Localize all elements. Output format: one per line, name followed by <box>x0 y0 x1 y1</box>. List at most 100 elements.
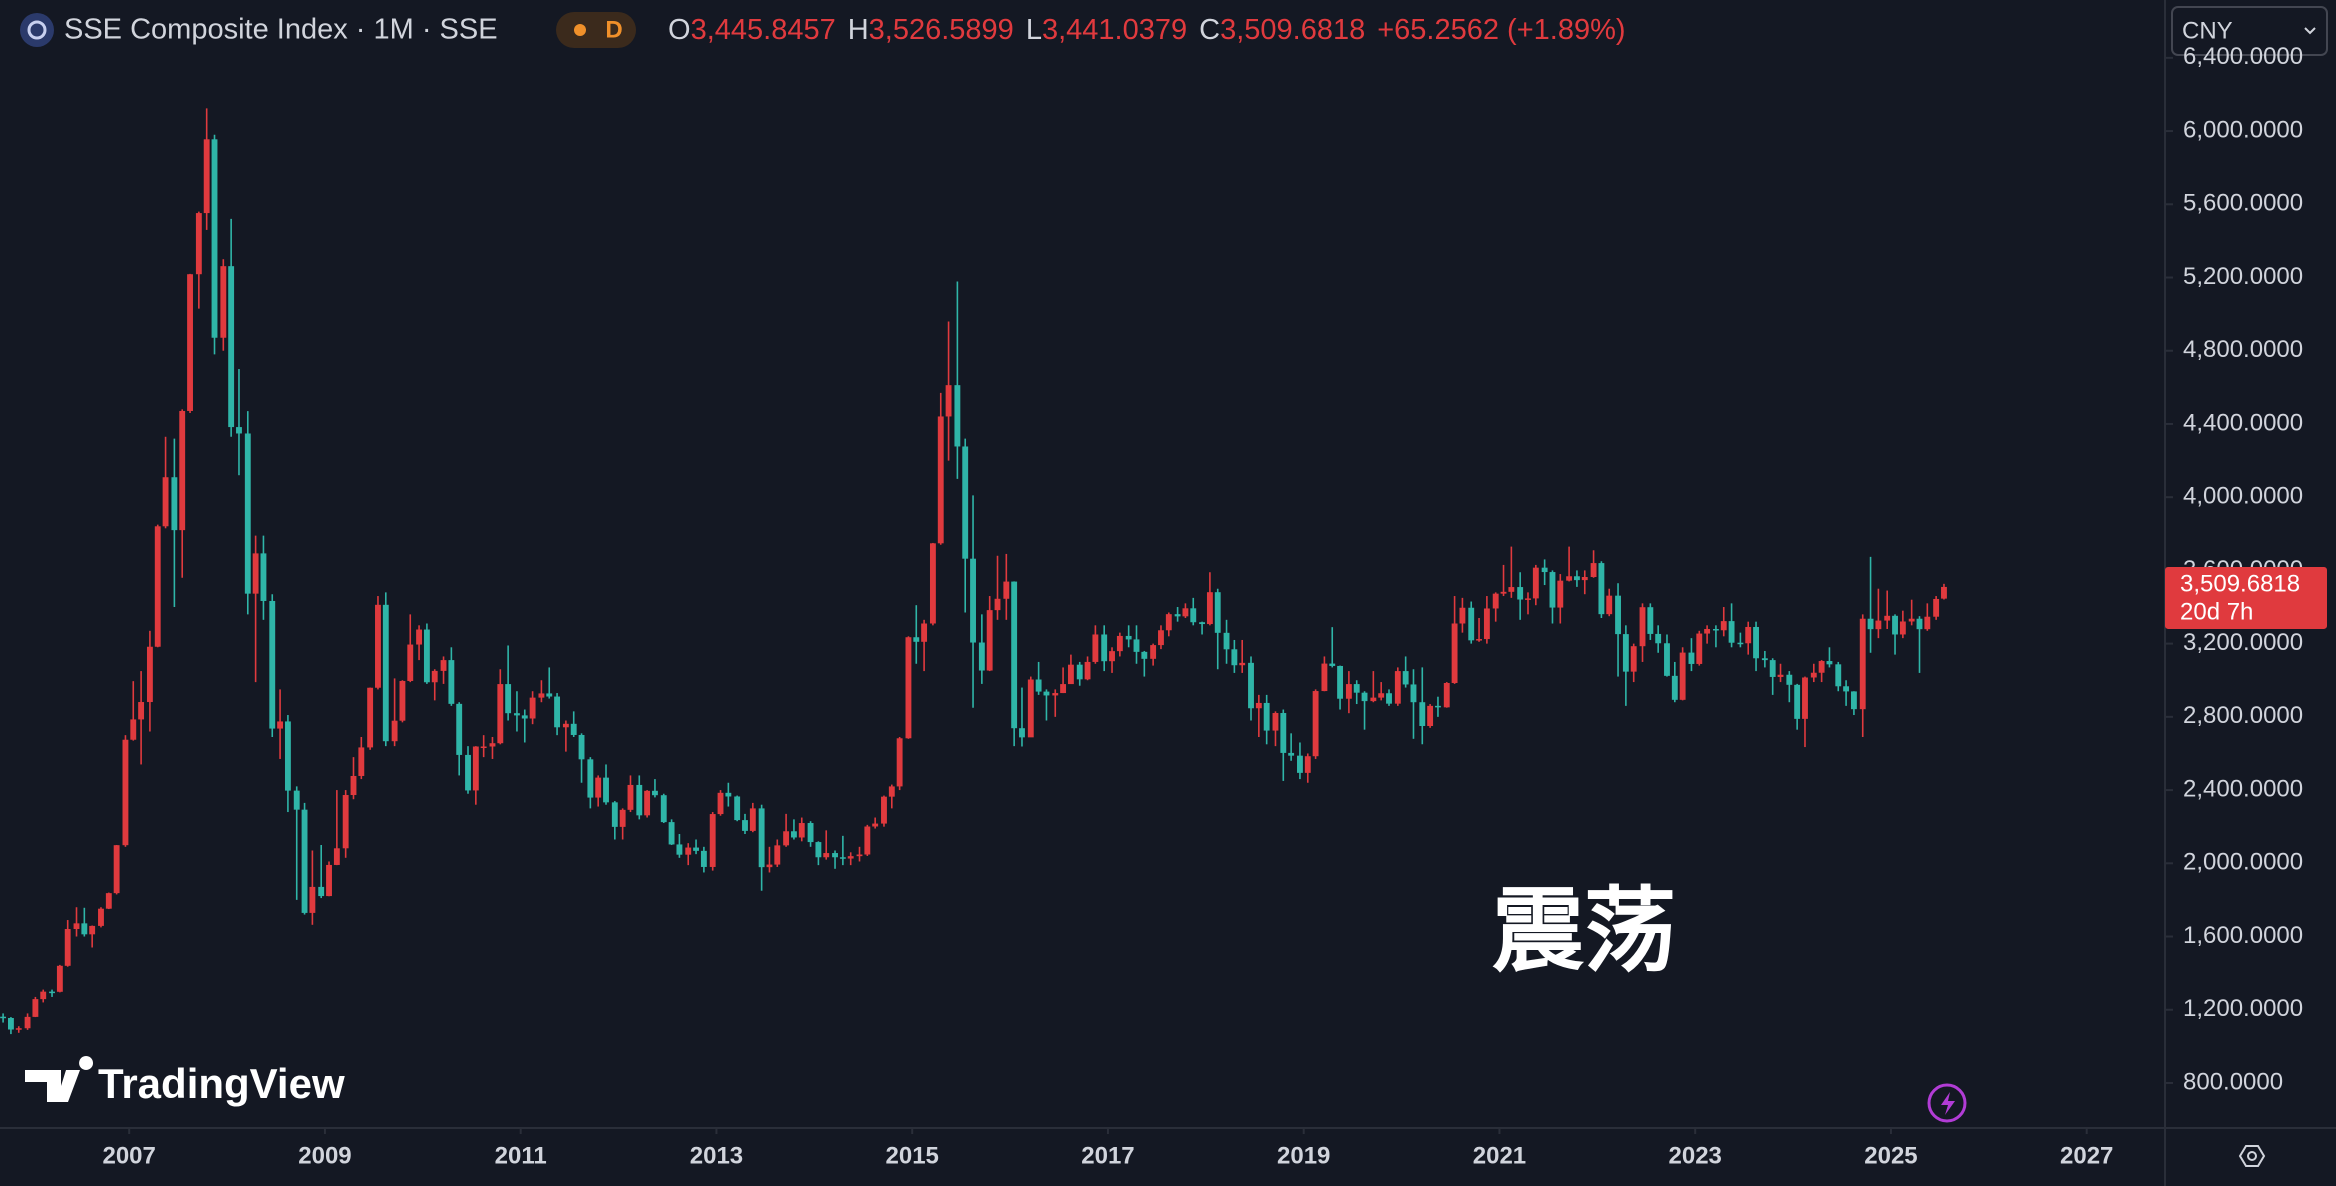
settings-button[interactable] <box>2238 1145 2266 1167</box>
annotation: 震荡 <box>1492 880 1676 982</box>
symbol-title[interactable]: SSE Composite Index · 1M · SSE <box>64 14 498 46</box>
x-tick-label: 2019 <box>1277 1142 1330 1169</box>
plot-area <box>0 108 1947 1035</box>
legend-key: L <box>1026 14 1042 46</box>
candle-body <box>1248 662 1254 709</box>
y-tick-label: 2,000.0000 <box>2183 849 2303 876</box>
y-tick-label: 1,600.0000 <box>2183 922 2303 949</box>
candle-body <box>162 477 169 527</box>
candle-body <box>1745 626 1752 644</box>
candle-body <box>562 723 569 728</box>
candle-body <box>228 266 235 428</box>
price-label: 3,509.6818 <box>2180 570 2300 597</box>
candle-body <box>1696 633 1703 664</box>
candle-body <box>1557 580 1564 608</box>
candle-body <box>448 660 455 704</box>
candle-body <box>260 553 267 601</box>
candle-body <box>749 808 756 831</box>
y-tick-label: 3,200.0000 <box>2183 629 2303 656</box>
candle-body <box>832 853 838 858</box>
candle-body <box>1843 686 1850 692</box>
candle-body <box>839 857 846 859</box>
x-tick-label: 2013 <box>690 1142 743 1169</box>
candle-body <box>1297 755 1303 773</box>
candle-body <box>1337 665 1344 699</box>
legend-value: 3,445.8457 <box>691 14 836 46</box>
candle-body <box>1419 702 1426 727</box>
candle-body <box>1802 677 1808 719</box>
candle-body <box>1549 572 1556 608</box>
candle-body <box>1859 618 1866 710</box>
candle-body <box>440 660 447 671</box>
candle-body <box>611 802 618 827</box>
candle-body <box>113 845 120 894</box>
candle-body <box>1671 675 1678 700</box>
lightning-button[interactable] <box>1927 1083 1967 1123</box>
candle-body <box>326 864 332 897</box>
candle-body <box>529 697 536 719</box>
y-tick-label: 4,000.0000 <box>2183 483 2303 510</box>
candle-body <box>1753 626 1759 659</box>
candle-body <box>350 775 357 796</box>
candle-body <box>1329 663 1336 666</box>
candle-body <box>489 743 496 747</box>
candle-body <box>1679 652 1686 700</box>
candle-body <box>252 553 259 594</box>
candle-body <box>309 886 316 913</box>
y-tick-label: 6,400.0000 <box>2183 43 2303 70</box>
candle-body <box>1092 634 1099 662</box>
candle-body <box>236 427 242 434</box>
candle-body <box>1239 662 1246 666</box>
candle-body <box>7 1017 14 1030</box>
market-status-badge[interactable] <box>556 12 636 48</box>
candle-body <box>105 893 112 909</box>
candle-body <box>40 991 47 1000</box>
candle-body <box>1924 616 1931 630</box>
candle-body <box>856 854 863 857</box>
candle-body <box>1052 693 1059 696</box>
candle-body <box>1541 567 1548 573</box>
candle-body <box>1443 682 1450 708</box>
candle-body <box>293 790 300 810</box>
candle-body <box>1566 576 1573 581</box>
candle-body <box>1190 608 1197 623</box>
candle-body <box>220 266 227 338</box>
y-tick-label: 4,800.0000 <box>2183 336 2303 363</box>
x-tick-label: 2017 <box>1081 1142 1134 1169</box>
candle-body <box>1263 702 1270 731</box>
candle-body <box>89 925 96 935</box>
candle-body <box>1517 587 1524 600</box>
candle-body <box>1639 607 1646 647</box>
candle-body <box>962 446 969 559</box>
candle-body <box>1133 639 1140 652</box>
candle-body <box>1109 651 1115 662</box>
candle-body <box>1141 651 1148 659</box>
candle-body <box>1361 692 1368 702</box>
candle-body <box>1182 608 1189 617</box>
candle-body <box>636 784 643 816</box>
candle-body <box>1777 674 1784 677</box>
y-tick-label: 4,400.0000 <box>2183 409 2303 436</box>
candle-body <box>1532 567 1539 599</box>
candle-body <box>130 719 137 740</box>
candle-body <box>179 410 186 531</box>
candle-body <box>1214 592 1221 633</box>
candle-body <box>1410 684 1417 703</box>
candle-body <box>269 600 276 729</box>
candle-body <box>1704 628 1711 634</box>
candle-body <box>1892 615 1898 635</box>
candle-body <box>595 777 602 798</box>
candle-body <box>1459 607 1466 624</box>
symbol-logo[interactable] <box>20 13 54 47</box>
currency-selector[interactable] <box>2171 6 2328 56</box>
candle-body <box>505 684 512 714</box>
x-tick-label: 2011 <box>495 1142 547 1169</box>
candle-body <box>1908 618 1915 622</box>
x-tick-label: 2023 <box>1669 1142 1722 1169</box>
price-label-box <box>2165 566 2327 629</box>
candle-body <box>154 526 161 647</box>
legend-key: C <box>1199 14 1220 46</box>
candle-body <box>456 703 463 755</box>
candle-body <box>1835 664 1842 687</box>
